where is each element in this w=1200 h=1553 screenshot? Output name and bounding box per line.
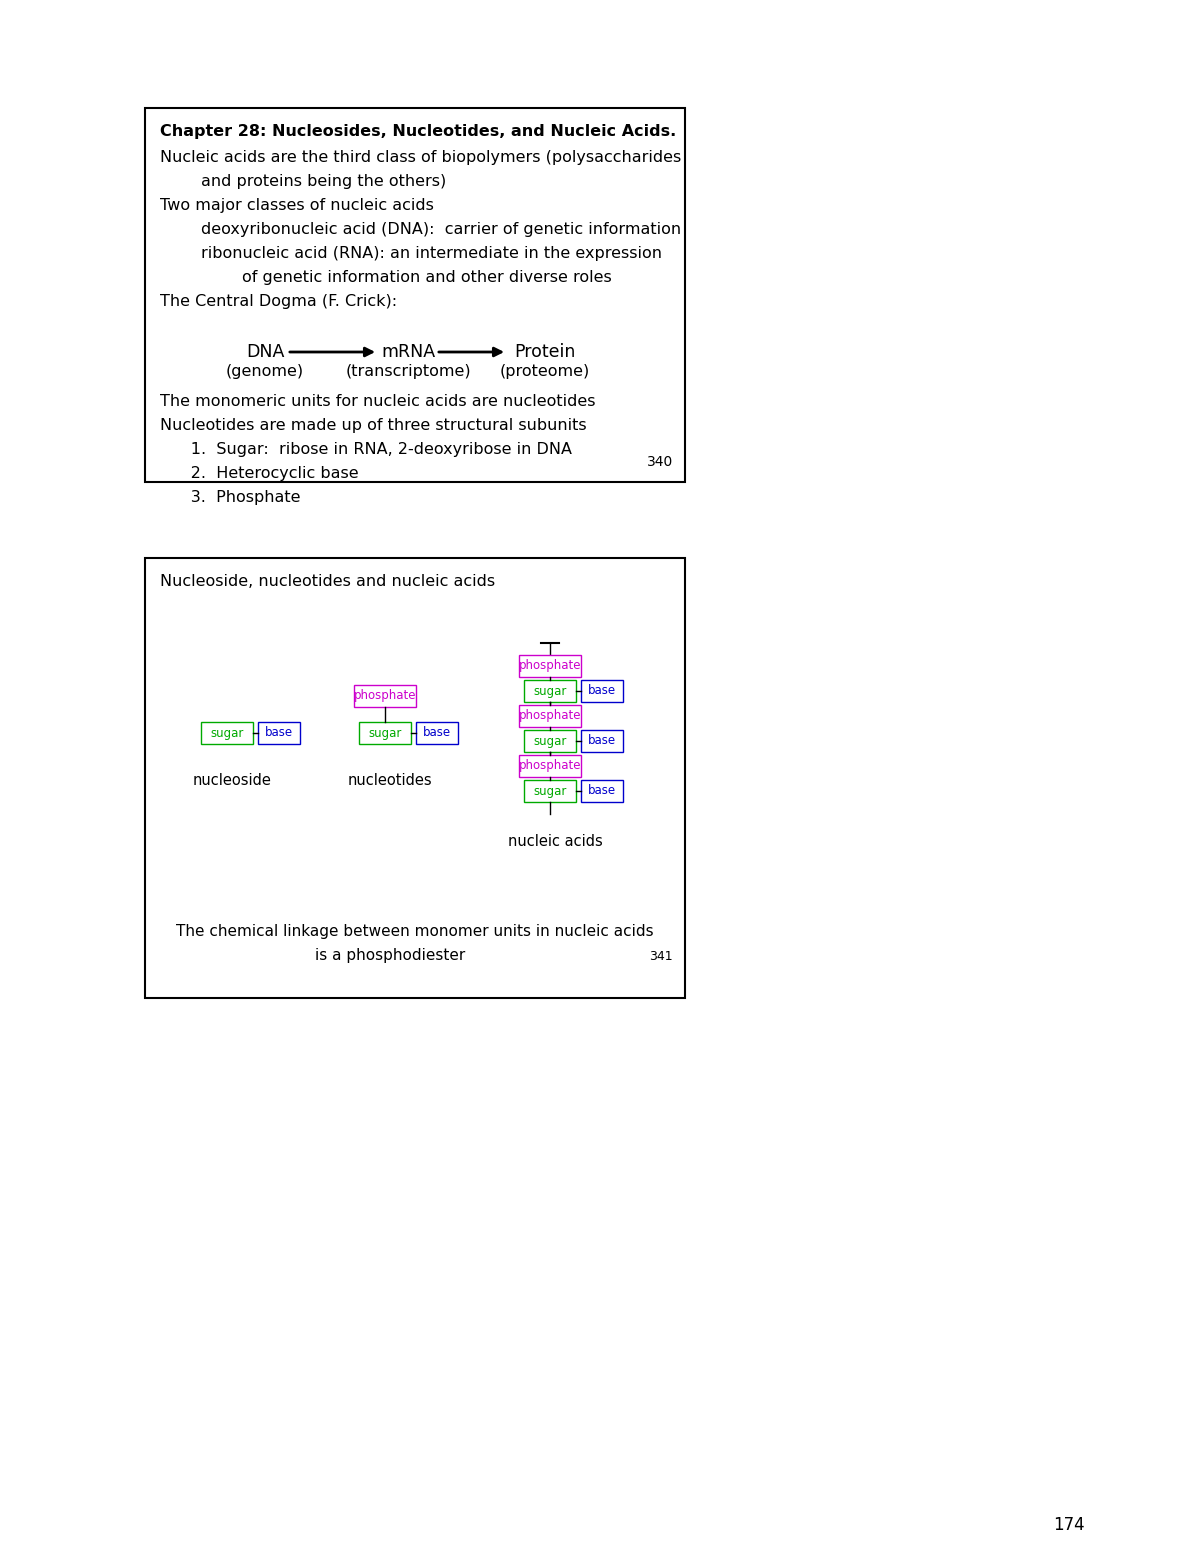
Text: sugar: sugar — [533, 784, 566, 798]
Bar — [524, 730, 576, 752]
Bar — [581, 680, 623, 702]
Text: phosphate: phosphate — [518, 759, 581, 772]
Text: Two major classes of nucleic acids: Two major classes of nucleic acids — [160, 197, 434, 213]
Text: nucleoside: nucleoside — [192, 773, 271, 787]
Text: phosphate: phosphate — [518, 710, 581, 722]
Text: base: base — [588, 735, 616, 747]
Text: 341: 341 — [649, 950, 673, 963]
Text: Protein: Protein — [515, 343, 576, 360]
Text: (genome): (genome) — [226, 363, 304, 379]
Text: base: base — [422, 727, 451, 739]
Text: DNA: DNA — [246, 343, 284, 360]
Bar — [520, 705, 581, 727]
Text: and proteins being the others): and proteins being the others) — [160, 174, 446, 189]
Bar — [581, 780, 623, 801]
Text: nucleotides: nucleotides — [348, 773, 432, 787]
Text: phosphate: phosphate — [518, 660, 581, 672]
Text: mRNA: mRNA — [380, 343, 436, 360]
Text: The Central Dogma (F. Crick):: The Central Dogma (F. Crick): — [160, 294, 397, 309]
Text: Chapter 28: Nucleosides, Nucleotides, and Nucleic Acids.: Chapter 28: Nucleosides, Nucleotides, an… — [160, 124, 677, 140]
Text: base: base — [588, 685, 616, 697]
Text: deoxyribonucleic acid (DNA):  carrier of genetic information: deoxyribonucleic acid (DNA): carrier of … — [160, 222, 682, 238]
Text: (proteome): (proteome) — [500, 363, 590, 379]
Text: base: base — [588, 784, 616, 798]
Text: 3.  Phosphate: 3. Phosphate — [160, 491, 300, 505]
Bar — [145, 558, 685, 999]
Text: sugar: sugar — [210, 727, 244, 739]
Text: is a phosphodiester: is a phosphodiester — [314, 947, 466, 963]
Text: 174: 174 — [1054, 1516, 1085, 1534]
Text: phosphate: phosphate — [354, 690, 416, 702]
Bar — [581, 730, 623, 752]
Bar — [416, 722, 458, 744]
Text: Nucleoside, nucleotides and nucleic acids: Nucleoside, nucleotides and nucleic acid… — [160, 575, 496, 589]
Text: 2.  Heterocyclic base: 2. Heterocyclic base — [160, 466, 359, 481]
Bar — [258, 722, 300, 744]
Text: Nucleotides are made up of three structural subunits: Nucleotides are made up of three structu… — [160, 418, 587, 433]
Bar — [354, 685, 416, 707]
Text: sugar: sugar — [368, 727, 402, 739]
Bar — [202, 722, 253, 744]
Text: sugar: sugar — [533, 735, 566, 747]
Text: 1.  Sugar:  ribose in RNA, 2-deoxyribose in DNA: 1. Sugar: ribose in RNA, 2-deoxyribose i… — [160, 443, 572, 457]
Text: nucleic acids: nucleic acids — [508, 834, 602, 849]
Text: ribonucleic acid (RNA): an intermediate in the expression: ribonucleic acid (RNA): an intermediate … — [160, 245, 662, 261]
Bar — [520, 655, 581, 677]
Text: (transcriptome): (transcriptome) — [346, 363, 470, 379]
Bar — [524, 780, 576, 801]
Bar — [145, 109, 685, 481]
Text: The monomeric units for nucleic acids are nucleotides: The monomeric units for nucleic acids ar… — [160, 394, 595, 408]
Text: The chemical linkage between monomer units in nucleic acids: The chemical linkage between monomer uni… — [176, 924, 654, 940]
Text: 340: 340 — [647, 455, 673, 469]
Text: sugar: sugar — [533, 685, 566, 697]
Text: base: base — [265, 727, 293, 739]
Bar — [359, 722, 410, 744]
Text: Nucleic acids are the third class of biopolymers (polysaccharides: Nucleic acids are the third class of bio… — [160, 151, 682, 165]
Bar — [520, 755, 581, 776]
Bar — [524, 680, 576, 702]
Text: of genetic information and other diverse roles: of genetic information and other diverse… — [160, 270, 612, 286]
